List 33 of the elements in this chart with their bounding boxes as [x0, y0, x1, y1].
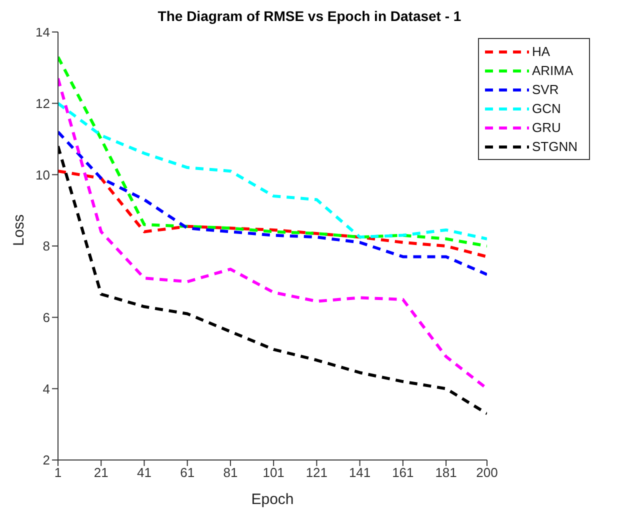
line-series — [58, 76, 487, 390]
legend-label: STGNN — [532, 139, 578, 154]
line-series — [58, 144, 487, 416]
line-series — [58, 55, 487, 248]
x-tick-label: 61 — [180, 465, 195, 480]
y-tick-label: 6 — [42, 310, 50, 325]
x-tick-label: 101 — [262, 465, 284, 480]
legend-label: ARIMA — [532, 63, 574, 78]
x-tick-label: 1 — [54, 465, 62, 480]
x-tick-label: 121 — [306, 465, 328, 480]
x-axis-title: Epoch — [251, 491, 294, 508]
legend-label: HA — [532, 44, 550, 59]
legend-label: GCN — [532, 101, 561, 116]
x-tick-label: 21 — [94, 465, 108, 480]
y-tick-label: 4 — [42, 381, 50, 396]
y-tick-label: 8 — [42, 238, 50, 254]
x-tick-label: 200 — [476, 465, 498, 480]
chart-title: The Diagram of RMSE vs Epoch in Dataset - 1 — [158, 8, 462, 24]
x-tick-label: 81 — [223, 465, 238, 480]
line-series — [58, 130, 487, 276]
x-tick-label: 181 — [435, 465, 457, 480]
y-tick-label: 2 — [42, 452, 50, 468]
legend-label: GRU — [532, 120, 561, 135]
line-series — [58, 102, 487, 240]
y-axis-title: Loss — [10, 214, 28, 246]
legend-label: SVR — [532, 82, 559, 97]
x-tick-label: 141 — [348, 465, 371, 480]
x-tick-label: 161 — [392, 465, 414, 480]
y-tick-label: 10 — [36, 167, 50, 182]
line-series — [58, 170, 487, 258]
y-tick-label: 12 — [36, 96, 50, 111]
x-tick-label: 41 — [136, 465, 152, 480]
y-tick-label: 14 — [36, 24, 50, 40]
